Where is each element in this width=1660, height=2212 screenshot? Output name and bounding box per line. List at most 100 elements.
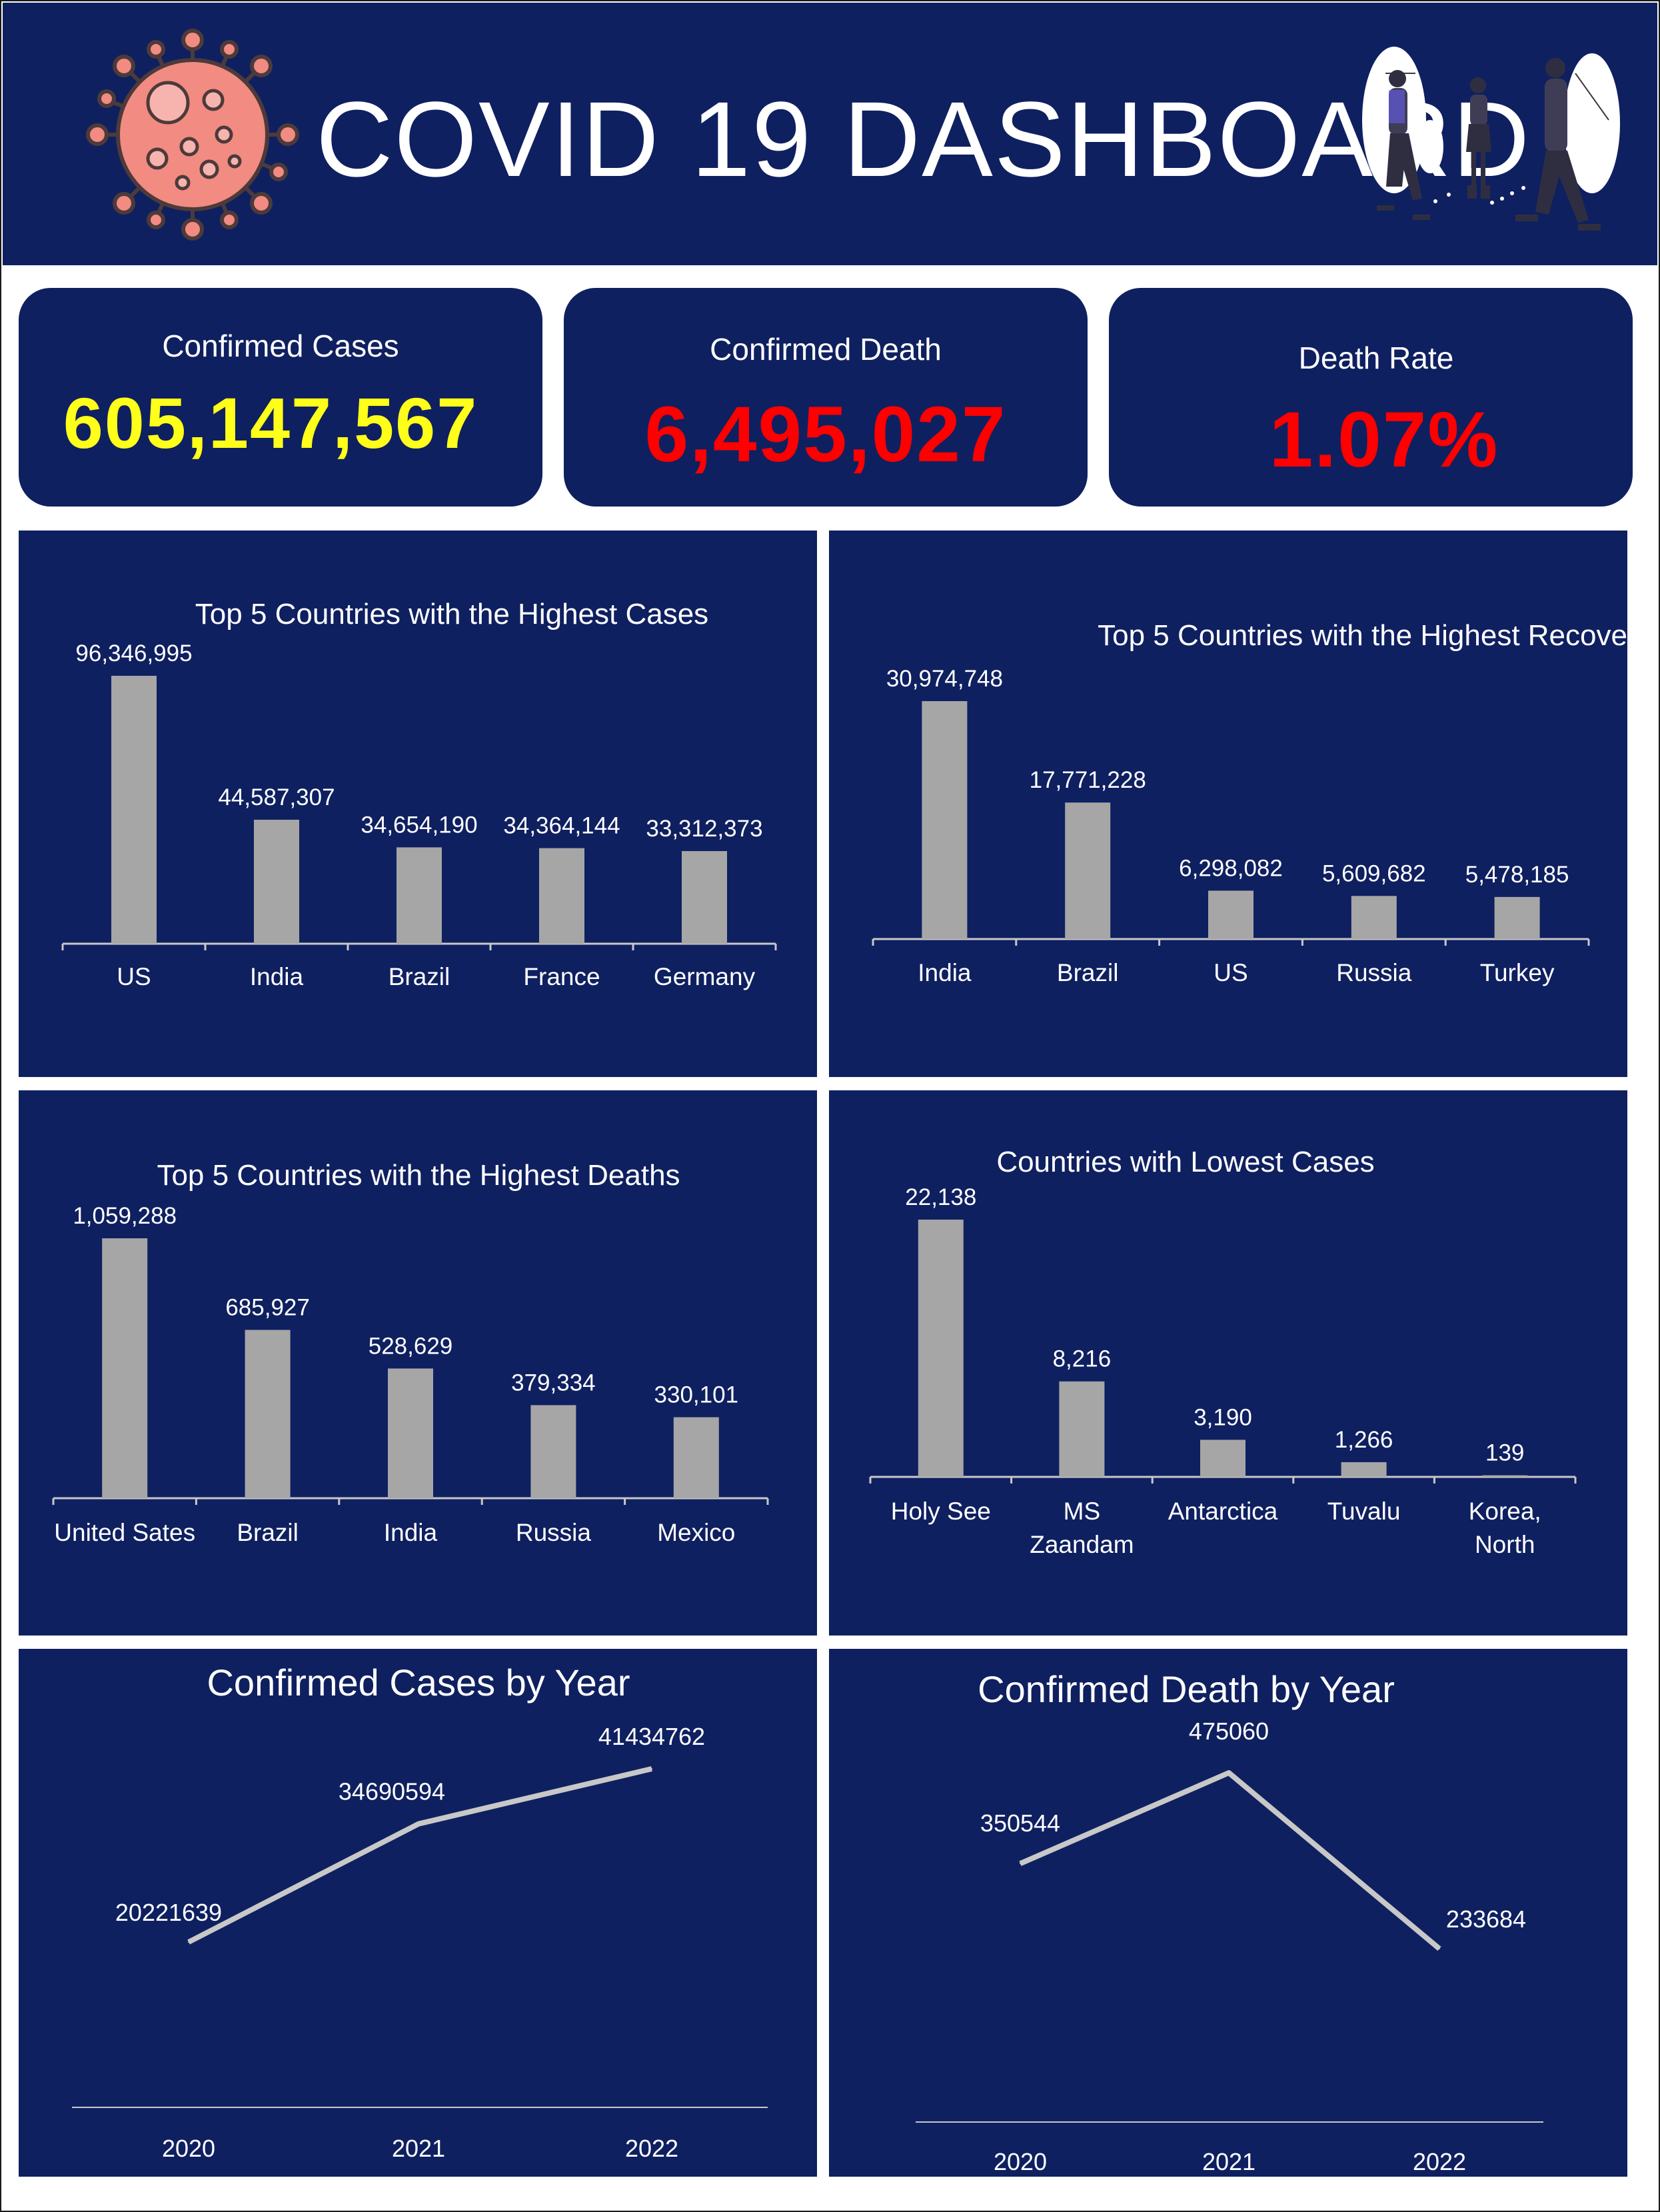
category-label: France (523, 963, 600, 990)
category-label: India (384, 1519, 438, 1546)
bar-india (922, 701, 968, 939)
chart-title: Countries with Lowest Cases (996, 1146, 1374, 1178)
data-label: 34,654,190 (361, 812, 477, 838)
virus-icon (86, 29, 299, 241)
chart-panel-highest-deaths: Top 5 Countries with the Highest Deaths 1… (19, 1090, 817, 1636)
data-label: 20221639 (115, 1899, 222, 1926)
category-label: MS (1064, 1498, 1101, 1525)
data-label: 34,364,144 (503, 813, 620, 839)
bar-germany (682, 851, 727, 944)
bar-russia (1351, 896, 1397, 939)
data-point (188, 1941, 189, 1943)
death-rate-label: Death Rate (1298, 341, 1454, 375)
data-label: 33,312,373 (646, 816, 762, 842)
chart-panel-highest-cases: Top 5 Countries with the Highest Cases 96… (19, 531, 817, 1077)
category-label: Brazil (389, 963, 450, 990)
bar-russia (530, 1405, 576, 1498)
category-label: Brazil (237, 1519, 299, 1546)
confirmed-death-label: Confirmed Death (710, 332, 942, 367)
chart-title: Confirmed Death by Year (978, 1668, 1395, 1710)
category-label: Holy See (891, 1498, 991, 1525)
category-label: Mexico (657, 1519, 735, 1546)
death-rate-card: Death Rate 1.07% (1109, 288, 1633, 507)
data-label: 34690594 (339, 1778, 445, 1805)
data-label: 330,101 (654, 1382, 739, 1408)
data-label: 41434762 (598, 1723, 705, 1750)
data-label: 44,587,307 (218, 784, 335, 810)
chart-panel-death-by-year: Confirmed Death by Year 350544 2020 475060 2… (829, 1649, 1627, 2177)
death-by-year-chart: Confirmed Death by Year 350544 2020 475060 2… (916, 1668, 1543, 2175)
page-title: COVID 19 DASHBOARD (316, 79, 1531, 199)
data-label: 96,346,995 (75, 640, 192, 666)
data-label: 17,771,228 (1030, 767, 1146, 793)
category-label: Germany (654, 963, 756, 990)
data-label: 5,478,185 (1465, 862, 1569, 888)
data-label: 1,059,288 (73, 1203, 177, 1229)
chart-panel-cases-by-year: Confirmed Cases by Year 20221639 2020 34690… (19, 1649, 817, 2177)
confirmed-death-value: 6,495,027 (644, 391, 1007, 479)
confirmed-cases-card: Confirmed Cases 605,147,567 (19, 288, 542, 507)
confirmed-death-card: Confirmed Death 6,495,027 (564, 288, 1088, 507)
data-label: 5,609,682 (1322, 860, 1426, 886)
confirmed-cases-value: 605,147,567 (63, 383, 478, 463)
chart-title: Top 5 Countries with the Highest Recover… (1098, 619, 1627, 652)
chart-title: Confirmed Cases by Year (207, 1661, 630, 1703)
dashboard-header: COVID 19 DASHBOARD (3, 3, 1657, 265)
category-label: Russia (1336, 959, 1412, 986)
category-label: Zaandam (1030, 1531, 1134, 1558)
chart-title: Top 5 Countries with the Highest Deaths (157, 1159, 680, 1192)
data-point (651, 1768, 652, 1769)
bar-turkey (1494, 896, 1540, 939)
data-label: 22,138 (905, 1184, 976, 1210)
bar-korea-north (1482, 1475, 1528, 1477)
category-label: US (117, 963, 151, 990)
data-label: 8,216 (1053, 1346, 1112, 1372)
data-point (418, 1823, 419, 1825)
data-label: 30,974,748 (886, 666, 1003, 692)
category-label: United Sates (54, 1519, 195, 1546)
series-line (1019, 1770, 1441, 1951)
data-label: 350544 (980, 1809, 1060, 1837)
year-tick-label: 2022 (625, 2135, 678, 2162)
bar-us (1208, 890, 1253, 939)
cases-by-year-chart: Confirmed Cases by Year 20221639 2020 34690… (72, 1661, 768, 2162)
data-label: 379,334 (511, 1370, 596, 1396)
data-label: 233684 (1446, 1905, 1526, 1933)
data-point (1020, 1863, 1021, 1865)
category-label: North (1475, 1531, 1535, 1558)
lowest-cases-chart: Countries with Lowest Cases 22,138 Holy Se… (869, 1146, 1577, 1558)
category-label: Korea, (1469, 1498, 1541, 1525)
year-tick-label: 2020 (162, 2135, 215, 2162)
data-label: 475060 (1189, 1717, 1269, 1745)
data-label: 3,190 (1194, 1404, 1252, 1430)
bar-antarctica (1200, 1440, 1245, 1477)
confirmed-cases-label: Confirmed Cases (162, 329, 399, 363)
highest-cases-chart: Top 5 Countries with the Highest Cases96… (61, 598, 777, 990)
bar-holy-see (918, 1220, 964, 1477)
bar-brazil (1065, 802, 1111, 939)
year-tick-label: 2020 (994, 2148, 1047, 2175)
category-label: Brazil (1057, 959, 1119, 986)
year-tick-label: 2021 (1202, 2148, 1255, 2175)
death-rate-value: 1.07% (1269, 396, 1499, 484)
category-label: Turkey (1480, 959, 1555, 986)
bar-tuvalu (1341, 1462, 1387, 1477)
bar-india (254, 819, 299, 944)
bar-ms-zaandam (1059, 1381, 1105, 1477)
chart-panel-lowest-cases: Countries with Lowest Cases 22,138 Holy Se… (829, 1090, 1627, 1636)
bar-france (539, 848, 584, 944)
category-label: Antarctica (1168, 1498, 1278, 1525)
highest-deaths-chart: Top 5 Countries with the Highest Deaths 1… (52, 1159, 769, 1546)
people-walking-illustration (1362, 47, 1620, 231)
highest-recoveries-chart: Top 5 Countries with the Highest Recover… (872, 619, 1627, 986)
category-label: Tuvalu (1327, 1498, 1401, 1525)
category-label: US (1214, 959, 1247, 986)
data-label: 1,266 (1335, 1427, 1393, 1453)
category-label: Russia (516, 1519, 592, 1546)
data-label: 685,927 (225, 1294, 310, 1320)
bar-united-sates (102, 1238, 148, 1498)
bar-brazil (245, 1330, 291, 1498)
category-label: India (250, 963, 304, 990)
year-tick-label: 2022 (1413, 2148, 1466, 2175)
